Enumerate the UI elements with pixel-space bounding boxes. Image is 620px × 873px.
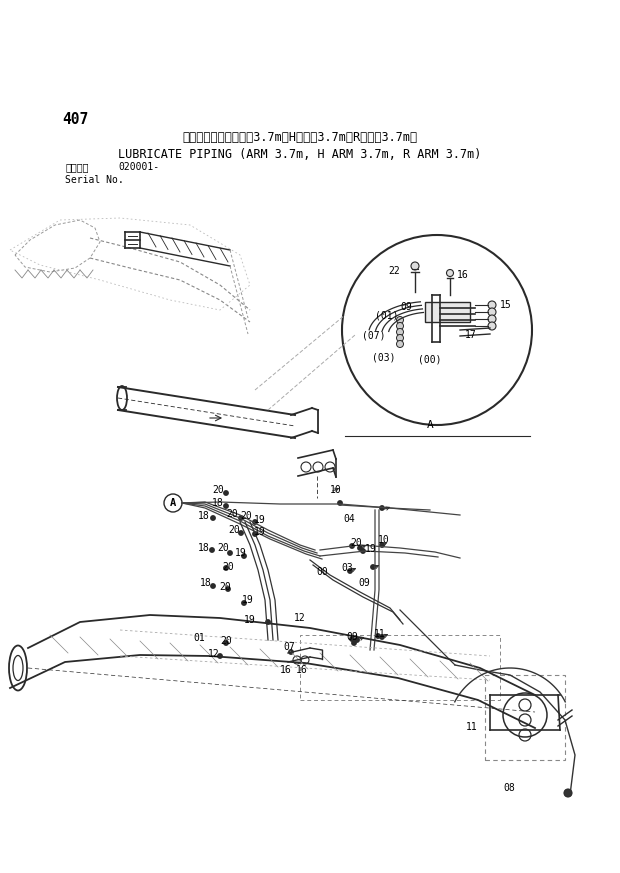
Text: 20: 20: [217, 543, 229, 553]
Text: A: A: [427, 420, 433, 430]
Text: 19: 19: [254, 515, 266, 525]
Text: 16: 16: [280, 665, 292, 675]
Text: 18: 18: [198, 543, 210, 553]
Circle shape: [488, 301, 496, 309]
Text: (00): (00): [418, 354, 441, 364]
Circle shape: [488, 308, 496, 316]
Text: 08: 08: [503, 783, 515, 793]
Text: 18: 18: [212, 498, 224, 508]
Text: 16: 16: [457, 270, 469, 280]
Circle shape: [218, 654, 222, 658]
Text: LUBRICATE PIPING (ARM 3.7m, H ARM 3.7m, R ARM 3.7m): LUBRICATE PIPING (ARM 3.7m, H ARM 3.7m, …: [118, 148, 482, 161]
Text: 07: 07: [283, 642, 294, 652]
Text: 09: 09: [358, 578, 370, 588]
Text: 適用号機: 適用号機: [65, 162, 89, 172]
Text: 20: 20: [226, 509, 237, 519]
Text: 19: 19: [244, 615, 255, 625]
Text: (03): (03): [372, 352, 396, 362]
Text: 10: 10: [330, 485, 342, 495]
Text: 20: 20: [240, 511, 252, 521]
Text: 19: 19: [242, 595, 254, 605]
Circle shape: [352, 641, 356, 645]
Circle shape: [211, 584, 215, 588]
Circle shape: [564, 789, 572, 797]
Text: 17: 17: [465, 330, 477, 340]
Circle shape: [239, 531, 243, 535]
Text: 集中給脂配管（アーム3.7m，Hアーム3.7m，Rアーム3.7m）: 集中給脂配管（アーム3.7m，Hアーム3.7m，Rアーム3.7m）: [182, 131, 417, 144]
Text: 19: 19: [254, 527, 266, 537]
Text: (07): (07): [362, 330, 386, 340]
Circle shape: [397, 317, 404, 324]
Text: 09: 09: [400, 302, 412, 312]
Text: 11: 11: [374, 629, 386, 639]
Text: 20: 20: [350, 538, 361, 548]
Text: 22: 22: [388, 266, 400, 276]
Circle shape: [358, 546, 362, 550]
Text: 20: 20: [219, 582, 231, 592]
Circle shape: [380, 505, 384, 510]
Text: 407: 407: [62, 112, 88, 127]
Circle shape: [397, 334, 404, 341]
Bar: [485, 675, 565, 760]
Text: 19: 19: [365, 544, 377, 554]
Bar: [300, 635, 500, 700]
Text: 18: 18: [198, 511, 210, 521]
Circle shape: [338, 501, 342, 505]
Circle shape: [289, 650, 293, 654]
Text: 01: 01: [193, 633, 205, 643]
Text: 19: 19: [235, 548, 247, 558]
Text: 18: 18: [200, 578, 212, 588]
Circle shape: [348, 569, 352, 574]
Text: 12: 12: [208, 649, 219, 659]
FancyBboxPatch shape: [425, 302, 470, 322]
Text: 10: 10: [378, 535, 390, 545]
Text: 04: 04: [343, 514, 355, 524]
Text: 20: 20: [220, 636, 232, 646]
Circle shape: [371, 565, 375, 569]
Circle shape: [350, 544, 354, 548]
Circle shape: [411, 262, 419, 270]
Text: 11: 11: [466, 722, 478, 732]
Circle shape: [242, 601, 246, 605]
Circle shape: [397, 328, 404, 335]
Circle shape: [380, 543, 384, 547]
Text: A: A: [170, 498, 176, 508]
Circle shape: [397, 340, 404, 347]
Circle shape: [239, 516, 243, 520]
Text: 09: 09: [346, 632, 358, 642]
Circle shape: [224, 641, 228, 645]
Circle shape: [446, 270, 453, 277]
Text: Serial No.: Serial No.: [65, 175, 124, 185]
Circle shape: [355, 638, 359, 643]
Circle shape: [226, 587, 230, 591]
Circle shape: [266, 620, 270, 624]
Circle shape: [361, 549, 365, 553]
Circle shape: [224, 491, 228, 495]
Circle shape: [242, 553, 246, 558]
Text: 20: 20: [222, 562, 234, 572]
Circle shape: [253, 532, 257, 536]
Circle shape: [350, 636, 354, 641]
Circle shape: [210, 547, 214, 553]
Circle shape: [488, 315, 496, 323]
Circle shape: [376, 634, 380, 638]
Circle shape: [211, 516, 215, 520]
Text: 16: 16: [296, 665, 308, 675]
Circle shape: [224, 566, 228, 570]
Text: 20: 20: [212, 485, 224, 495]
Text: 020001-: 020001-: [118, 162, 159, 172]
Text: 03: 03: [341, 563, 353, 573]
Text: 20: 20: [228, 525, 240, 535]
Circle shape: [380, 635, 384, 639]
Text: 12: 12: [294, 613, 306, 623]
Circle shape: [224, 504, 228, 508]
Circle shape: [253, 519, 257, 524]
Text: 15: 15: [500, 300, 511, 310]
Circle shape: [488, 322, 496, 330]
Circle shape: [397, 322, 404, 329]
Text: (01): (01): [375, 310, 399, 320]
Text: 00: 00: [316, 567, 328, 577]
Circle shape: [228, 551, 232, 555]
